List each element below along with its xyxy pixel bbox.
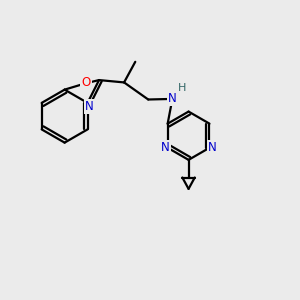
Text: N: N (208, 141, 216, 154)
Text: N: N (168, 92, 177, 105)
Text: O: O (81, 76, 91, 89)
Text: N: N (85, 100, 93, 113)
Text: H: H (178, 83, 186, 93)
Text: N: N (161, 141, 170, 154)
